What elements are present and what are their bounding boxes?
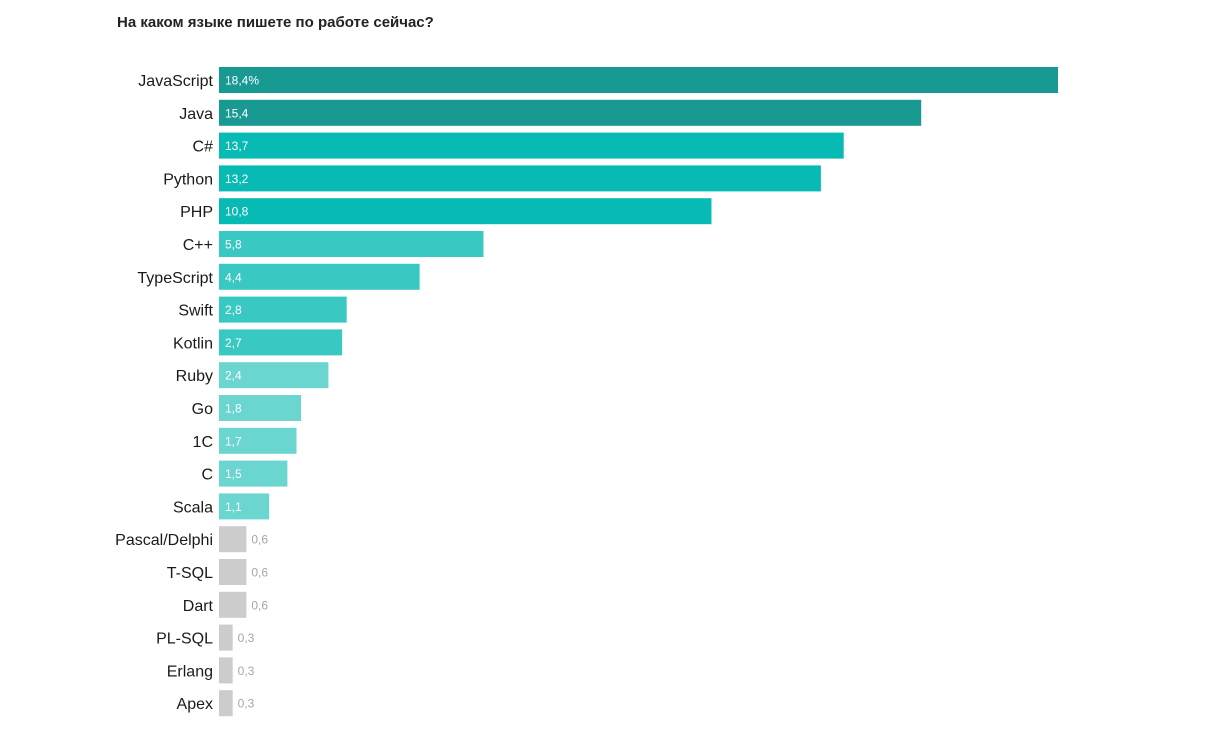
value-label-2: 13,7 — [225, 139, 249, 153]
value-label-16: 0,6 — [251, 598, 268, 612]
value-label-14: 0,6 — [251, 533, 268, 547]
category-label-13: Scala — [173, 499, 213, 516]
category-label-16: Dart — [183, 598, 214, 615]
category-label-1: Java — [179, 106, 213, 123]
bar-2 — [219, 132, 844, 159]
value-label-12: 1,5 — [225, 467, 242, 481]
category-label-0: JavaScript — [138, 73, 213, 90]
value-label-18: 0,3 — [238, 664, 255, 678]
category-label-2: C# — [193, 139, 214, 156]
bar-12 — [219, 460, 288, 487]
category-label-4: PHP — [180, 204, 213, 221]
bar-7 — [219, 296, 347, 323]
category-label-3: Python — [163, 171, 213, 188]
bar-1 — [219, 99, 922, 126]
category-label-9: Ruby — [176, 368, 213, 385]
category-label-6: TypeScript — [137, 270, 213, 287]
bar-13 — [219, 493, 270, 520]
value-label-19: 0,3 — [238, 697, 255, 711]
bar-18 — [219, 657, 233, 684]
bar-0 — [219, 67, 1058, 93]
category-label-11: 1C — [193, 434, 213, 451]
value-label-11: 1,7 — [225, 434, 242, 448]
bar-16 — [219, 591, 247, 618]
value-label-9: 2,4 — [225, 369, 242, 383]
category-label-8: Kotlin — [173, 335, 213, 352]
value-label-3: 13,2 — [225, 172, 249, 186]
value-label-0: 18,4% — [225, 74, 259, 88]
value-label-17: 0,3 — [238, 631, 255, 645]
value-label-1: 15,4 — [225, 106, 249, 120]
value-label-6: 4,4 — [225, 270, 242, 284]
bar-3 — [219, 165, 821, 192]
bar-4 — [219, 198, 712, 225]
category-label-19: Apex — [177, 696, 213, 713]
category-label-18: Erlang — [167, 663, 213, 680]
bar-17 — [219, 624, 233, 651]
category-label-12: C — [201, 467, 213, 484]
bar-8 — [219, 329, 343, 356]
category-label-17: PL-SQL — [156, 631, 213, 648]
bar-11 — [219, 427, 297, 454]
value-label-8: 2,7 — [225, 336, 242, 350]
bar-19 — [219, 690, 233, 717]
category-label-7: Swift — [178, 303, 213, 320]
value-label-7: 2,8 — [225, 303, 242, 317]
bar-6 — [219, 263, 420, 290]
value-label-5: 5,8 — [225, 238, 242, 252]
category-label-14: Pascal/Delphi — [115, 532, 213, 549]
value-label-4: 10,8 — [225, 205, 249, 219]
value-label-15: 0,6 — [251, 566, 268, 580]
value-label-13: 1,1 — [225, 500, 242, 514]
bar-9 — [219, 362, 329, 389]
bar-14 — [219, 526, 247, 553]
bar-10 — [219, 395, 302, 421]
category-label-15: T-SQL — [167, 565, 213, 582]
category-label-5: C++ — [183, 237, 213, 254]
value-label-10: 1,8 — [225, 402, 242, 416]
bar-5 — [219, 231, 484, 257]
category-label-10: Go — [192, 401, 213, 418]
chart-title: На каком языке пишете по работе сейчас? — [117, 14, 434, 31]
bar-15 — [219, 559, 247, 585]
